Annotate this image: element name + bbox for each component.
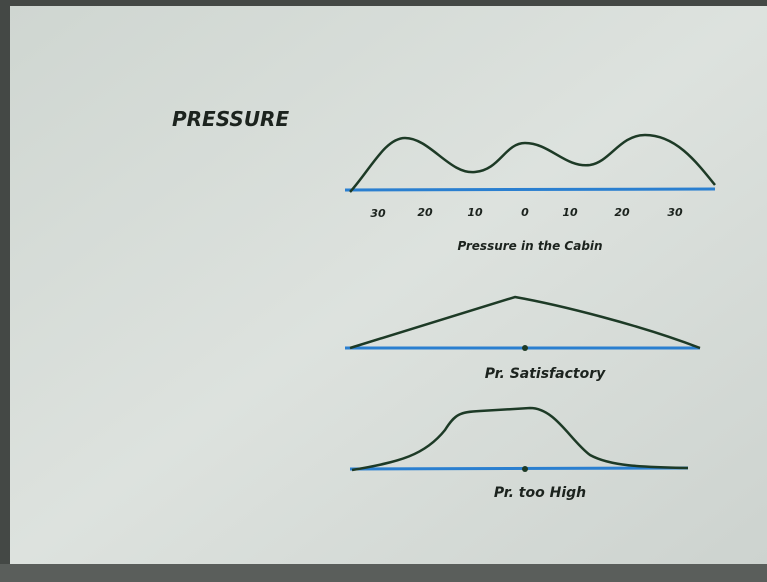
tick-label: 30: [667, 206, 683, 219]
distribution-curve: [349, 133, 716, 193]
caption: Pr. too High: [494, 485, 586, 501]
distribution-curve: [351, 406, 689, 472]
axis: [344, 187, 716, 192]
tick-label: 0: [521, 206, 529, 219]
tick-labels: 30 20 10 0 10 20 30: [370, 206, 683, 220]
tick-label: 20: [614, 206, 630, 219]
caption: Pressure in the Cabin: [457, 239, 602, 253]
tick-label: 10: [467, 206, 483, 219]
axis: [349, 466, 689, 471]
tick-label: 20: [417, 206, 433, 219]
distribution-curve: [349, 295, 701, 350]
center-dot: [522, 466, 528, 472]
board: [10, 6, 767, 564]
tick-label: 30: [370, 207, 386, 220]
tick-label: 10: [562, 206, 578, 219]
center-dot: [522, 345, 528, 351]
caption: Pr. Satisfactory: [485, 366, 606, 382]
title: PRESSURE: [172, 107, 289, 131]
board-ledge: [0, 564, 767, 582]
